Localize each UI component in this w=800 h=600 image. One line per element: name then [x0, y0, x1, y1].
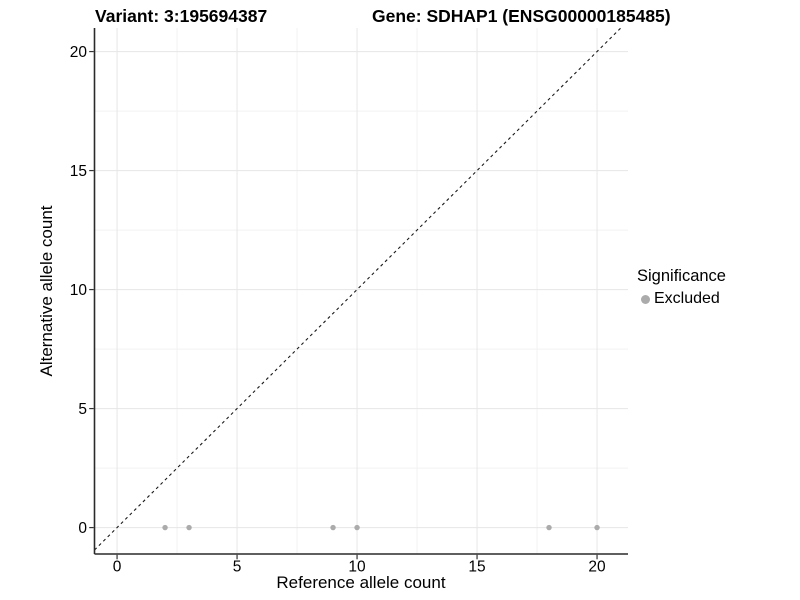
data-point	[162, 524, 168, 531]
y-tick-label: 0	[78, 520, 87, 537]
variant-title: Variant: 3:195694387	[95, 6, 268, 26]
x-tick-label: 20	[588, 559, 606, 576]
data-point	[330, 524, 336, 531]
x-tick-label: 0	[113, 559, 122, 576]
data-point	[186, 524, 192, 531]
x-tick-label: 10	[348, 559, 366, 576]
data-point	[594, 524, 600, 531]
x-tick-label: 5	[233, 559, 242, 576]
excluded-point-icon	[641, 294, 650, 304]
legend-title: Significance	[637, 267, 726, 285]
legend-item-excluded: Excluded	[641, 290, 726, 308]
gene-title: Gene: SDHAP1 (ENSG00000185485)	[372, 6, 671, 26]
x-axis-title: Reference allele count	[276, 573, 446, 592]
data-point	[354, 524, 360, 531]
y-tick-label: 10	[70, 282, 88, 299]
legend-item-label: Excluded	[654, 290, 720, 307]
y-axis-title: Alternative allele count	[37, 205, 56, 377]
y-tick-label: 20	[70, 44, 88, 61]
y-tick-label: 5	[78, 401, 87, 418]
identity-dashed-line	[94, 27, 622, 551]
x-tick-label: 15	[468, 559, 485, 576]
data-point	[546, 524, 552, 531]
y-tick-label: 15	[70, 163, 87, 180]
legend: Significance Excluded	[637, 267, 726, 308]
